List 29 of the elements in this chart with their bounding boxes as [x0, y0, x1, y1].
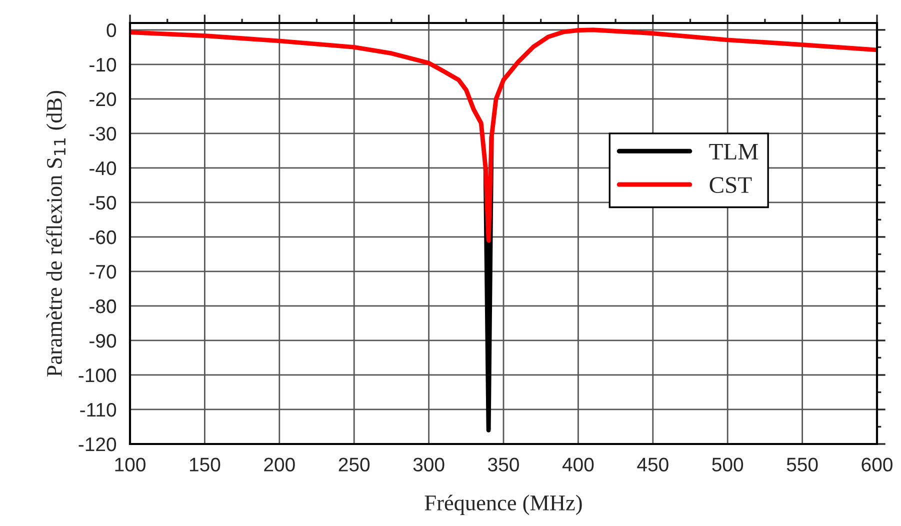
x-axis-title: Fréquence (MHz) — [424, 494, 582, 515]
y-tick-label: -70 — [90, 264, 116, 279]
x-tick-label: 150 — [190, 458, 220, 472]
y-tick-label: -20 — [90, 92, 116, 106]
y-tick-label: -30 — [90, 126, 116, 141]
y-tick-label: 0 — [106, 23, 116, 38]
x-tick-label: 550 — [786, 458, 818, 472]
y-tick-label: -110 — [80, 402, 116, 417]
x-tick-label: 100 — [115, 458, 146, 472]
x-tick-label: 350 — [488, 458, 519, 472]
y-axis-title: Paramètre de réflexion S$_{11}$ (dB) — [46, 90, 66, 377]
y-tick-label: -10 — [90, 58, 116, 72]
y-tick-label: -50 — [90, 196, 116, 210]
x-tick-label: 450 — [637, 458, 668, 472]
legend-label: TLM — [709, 144, 758, 160]
y-tick-label: -90 — [90, 334, 116, 348]
y-tick-label: -80 — [90, 299, 116, 314]
x-tick-label: 600 — [862, 458, 892, 472]
y-tick-label: -120 — [78, 437, 116, 452]
y-tick-label: -100 — [78, 368, 116, 382]
y-tick-label: -60 — [90, 230, 116, 244]
x-tick-label: 500 — [712, 458, 744, 472]
y-tick-label: -40 — [90, 161, 116, 176]
legend-label: CST — [710, 177, 752, 194]
x-tick-label: 400 — [562, 458, 594, 472]
x-tick-label: 300 — [413, 458, 444, 472]
x-tick-label: 200 — [264, 458, 295, 472]
line-series — [130, 28, 877, 243]
x-tick-label: 250 — [338, 458, 370, 472]
